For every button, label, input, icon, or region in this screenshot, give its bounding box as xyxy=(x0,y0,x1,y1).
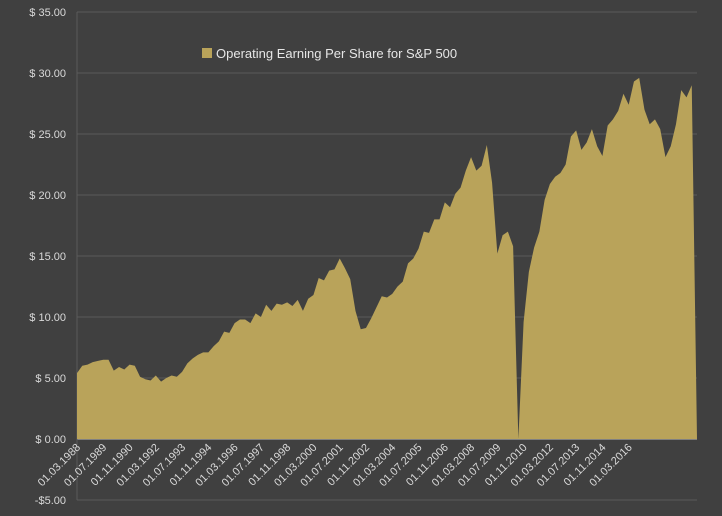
area-series xyxy=(77,77,697,439)
y-tick-label-0: $ 35.00 xyxy=(29,7,66,19)
y-tick-label-7: $ 0.00 xyxy=(35,434,66,446)
y-tick-label-3: $ 20.00 xyxy=(29,190,66,202)
legend-label: Operating Earning Per Share for S&P 500 xyxy=(216,46,457,61)
y-tick-label-2: $ 25.00 xyxy=(29,129,66,141)
y-axis-tick-labels: $ 35.00 $ 30.00 $ 25.00 $ 20.00 $ 15.00 $ 10.… xyxy=(29,7,66,507)
y-tick-label-8: -$5.00 xyxy=(35,495,66,507)
legend-swatch xyxy=(202,48,212,58)
legend: Operating Earning Per Share for S&P 500 xyxy=(202,46,457,61)
y-tick-label-1: $ 30.00 xyxy=(29,68,66,80)
y-tick-label-4: $ 15.00 xyxy=(29,251,66,263)
y-tick-label-6: $ 5.00 xyxy=(35,373,66,385)
series-area-eps xyxy=(77,77,697,439)
y-tick-label-5: $ 10.00 xyxy=(29,312,66,324)
